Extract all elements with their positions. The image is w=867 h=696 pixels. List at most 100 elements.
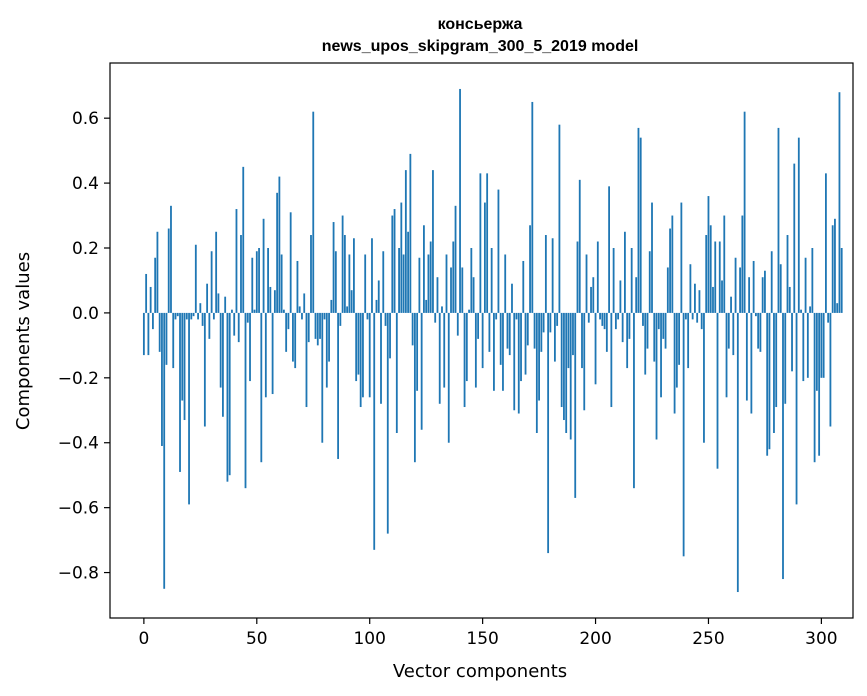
bar-226 <box>653 312 656 362</box>
plot-frame <box>109 62 854 619</box>
bar-109 <box>389 312 391 359</box>
bar-84 <box>332 222 335 313</box>
bar-66 <box>292 312 294 362</box>
bar-134 <box>445 254 448 313</box>
bar-83 <box>330 299 333 313</box>
bar-44 <box>242 166 245 313</box>
bar-35 <box>222 312 224 417</box>
bar-190 <box>572 312 574 356</box>
bar-230 <box>662 312 665 339</box>
bar-116 <box>404 170 407 313</box>
bar-254 <box>716 312 719 469</box>
bar-138 <box>454 205 457 313</box>
bar-117 <box>407 231 410 313</box>
bar-59 <box>276 192 279 313</box>
bar-56 <box>269 286 272 313</box>
bar-225 <box>651 202 653 313</box>
bar-77 <box>316 312 319 346</box>
bar-31 <box>212 312 215 320</box>
bar-260 <box>730 296 732 313</box>
bar-183 <box>556 312 559 326</box>
bar-87 <box>339 312 342 326</box>
bar-115 <box>402 254 405 313</box>
bar-15 <box>176 312 179 317</box>
bar-191 <box>574 312 577 498</box>
bar-124 <box>423 225 425 313</box>
bar-141 <box>461 267 464 313</box>
bar-305 <box>831 225 834 313</box>
bar-149 <box>479 173 482 313</box>
y-tick-label-1: −0.6 <box>58 499 99 519</box>
bar-270 <box>752 260 755 313</box>
bar-236 <box>675 312 678 388</box>
bar-179 <box>547 312 550 554</box>
bar-34 <box>219 312 222 388</box>
bar-79 <box>321 312 324 443</box>
bar-256 <box>721 280 723 313</box>
bar-246 <box>698 290 701 313</box>
bar-30 <box>210 251 213 313</box>
bar-268 <box>748 277 751 313</box>
bar-173 <box>533 312 536 349</box>
bar-247 <box>700 312 703 330</box>
bar-239 <box>682 312 685 557</box>
bar-267 <box>745 312 748 401</box>
bar-143 <box>465 312 468 382</box>
bar-112 <box>395 312 398 433</box>
bar-177 <box>542 312 545 333</box>
bar-175 <box>538 312 540 401</box>
bar-131 <box>438 312 441 404</box>
bar-47 <box>249 312 251 382</box>
bar-135 <box>447 312 450 443</box>
bar-121 <box>416 312 419 391</box>
bar-288 <box>793 163 796 313</box>
bar-278 <box>770 251 773 313</box>
y-tick-label-0: −0.8 <box>58 564 99 584</box>
bar-132 <box>441 306 443 313</box>
bar-176 <box>540 312 543 352</box>
bar-219 <box>637 127 640 313</box>
bar-221 <box>642 312 644 326</box>
bar-39 <box>231 309 233 313</box>
bar-42 <box>237 312 240 343</box>
bar-73 <box>307 312 310 343</box>
bar-201 <box>596 241 599 313</box>
bar-105 <box>380 312 382 404</box>
bar-99 <box>366 312 369 320</box>
y-axis-ticks: −0.8 −0.6 −0.4 −0.2 0.0 0.2 0.4 0.6 <box>58 109 110 584</box>
bar-298 <box>815 312 818 391</box>
bars-group <box>142 88 843 593</box>
bar-235 <box>673 312 676 414</box>
bar-194 <box>581 312 583 369</box>
bar-152 <box>486 173 489 313</box>
bar-5 <box>154 257 157 313</box>
bar-23 <box>194 244 197 313</box>
bar-187 <box>565 312 568 433</box>
y-tick-label-4: 0.0 <box>72 304 99 324</box>
bar-55 <box>267 248 269 313</box>
bar-50 <box>255 251 258 313</box>
chart-title: консьержа <box>438 16 523 33</box>
bar-108 <box>386 312 389 534</box>
bar-38 <box>228 312 231 476</box>
bar-181 <box>551 238 554 313</box>
x-tick-label-200: 200 <box>579 629 611 649</box>
x-tick-label-150: 150 <box>466 629 498 649</box>
bar-227 <box>655 312 658 440</box>
bar-302 <box>825 173 827 313</box>
bar-158 <box>499 312 502 365</box>
bar-295 <box>809 306 811 313</box>
bar-29 <box>208 312 211 339</box>
bar-234 <box>671 215 674 313</box>
bar-60 <box>278 176 281 313</box>
bar-206 <box>608 186 610 313</box>
bar-242 <box>689 264 692 313</box>
bar-64 <box>287 312 290 330</box>
bar-129 <box>434 312 437 323</box>
bar-304 <box>829 312 832 427</box>
bar-20 <box>188 312 190 505</box>
bar-37 <box>226 312 229 482</box>
bar-292 <box>802 312 805 382</box>
bar-284 <box>784 312 787 404</box>
